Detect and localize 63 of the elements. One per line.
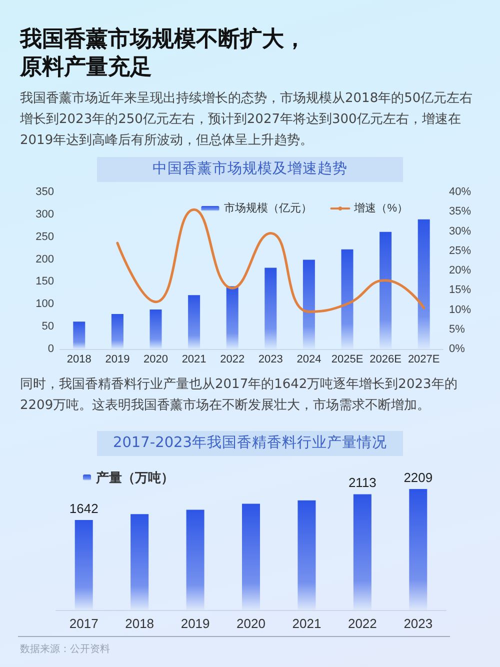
- text: 我国香薰市场近年来呈现出持续增长的态势，市场规模从2018年的50亿元左右增长到2023年的250亿元左右，预计到2027年将达到300亿元左右，增速在2019年达到高峰后有所波动，但总体呈上升趋势。: [20, 90, 474, 150]
- y2-tick-label: 10%: [449, 304, 472, 316]
- bar: [409, 488, 428, 610]
- x-tick-label: 2022: [220, 354, 245, 366]
- y-tick-label: 200: [36, 253, 54, 266]
- x-tick-label: 2020: [236, 616, 266, 631]
- bar: [242, 504, 260, 610]
- data-label: 2209: [404, 470, 433, 485]
- bar: [130, 514, 149, 610]
- x-tick-label: 2021: [182, 354, 206, 366]
- x-tick-label: 2018: [66, 354, 92, 366]
- bar: [302, 260, 315, 349]
- bar: [353, 494, 372, 610]
- y2-tick-label: 40%: [449, 186, 472, 198]
- x-tick-label: 2018: [125, 616, 154, 631]
- y2-tick-label: 0%: [449, 343, 466, 355]
- y2-tick-label: 20%: [449, 264, 472, 276]
- x-tick-label: 2023: [404, 616, 433, 631]
- y2-tick-label: 25%: [449, 244, 472, 257]
- y2-tick-label: 15%: [449, 284, 472, 296]
- bar: [380, 232, 392, 349]
- x-tick-label: 2019: [105, 354, 130, 366]
- x-tick-label: 2019: [180, 616, 210, 631]
- bar: [226, 286, 238, 349]
- text: 同时，我国香精香料行业产量也从2017年的1642万吨逐年增长到2023年的2209万吨。这表明我国香薰市场在不断发展壮大，市场需求不断增加。: [20, 376, 458, 415]
- x-tick-label: 2024: [296, 354, 322, 366]
- chart-title: 2017-2023年我国香精香料行业产量情况: [97, 431, 403, 456]
- bar: [150, 310, 162, 349]
- bar: [341, 249, 354, 349]
- chart-title: 中国香薰市场规模及增速趋势: [97, 157, 403, 182]
- y2-tick-label: 30%: [449, 225, 472, 238]
- bar: [111, 314, 124, 349]
- legend-label: 产量（万吨）: [95, 470, 174, 485]
- bar: [418, 219, 430, 349]
- y-tick-label: 250: [36, 230, 54, 243]
- y-tick-label: 300: [36, 208, 54, 220]
- data-label: 1642: [69, 501, 98, 516]
- y-tick-label: 50: [42, 320, 54, 333]
- bar: [73, 322, 86, 349]
- x-tick-label: 2020: [144, 354, 168, 366]
- x-tick-label: 2026E: [370, 354, 402, 366]
- y-tick-label: 0: [48, 343, 54, 355]
- x-tick-label: 2017: [69, 616, 98, 631]
- bar: [264, 268, 277, 349]
- bar: [74, 520, 93, 610]
- x-tick-label: 2027E: [408, 354, 440, 366]
- x-tick-label: 2025E: [331, 354, 364, 366]
- text: 我国香薰市场规模不断扩大，原料产量充足: [20, 26, 307, 82]
- x-tick-label: 2021: [292, 616, 322, 631]
- bar: [186, 510, 204, 610]
- source-note: 数据来源：公开资料: [20, 642, 110, 656]
- x-tick-label: 2023: [258, 354, 283, 366]
- x-tick-label: 2022: [348, 616, 377, 631]
- legend-label: 市场规模（亿元）: [224, 202, 312, 214]
- y-tick-label: 350: [36, 186, 54, 198]
- y-tick-label: 150: [36, 276, 54, 288]
- y2-tick-label: 35%: [449, 206, 472, 218]
- data-label: 2113: [348, 475, 376, 490]
- y-tick-label: 100: [36, 298, 54, 310]
- y2-tick-label: 5%: [449, 323, 466, 336]
- bar: [298, 500, 316, 610]
- legend-label: 增速（%）: [353, 202, 408, 214]
- bar: [188, 295, 200, 349]
